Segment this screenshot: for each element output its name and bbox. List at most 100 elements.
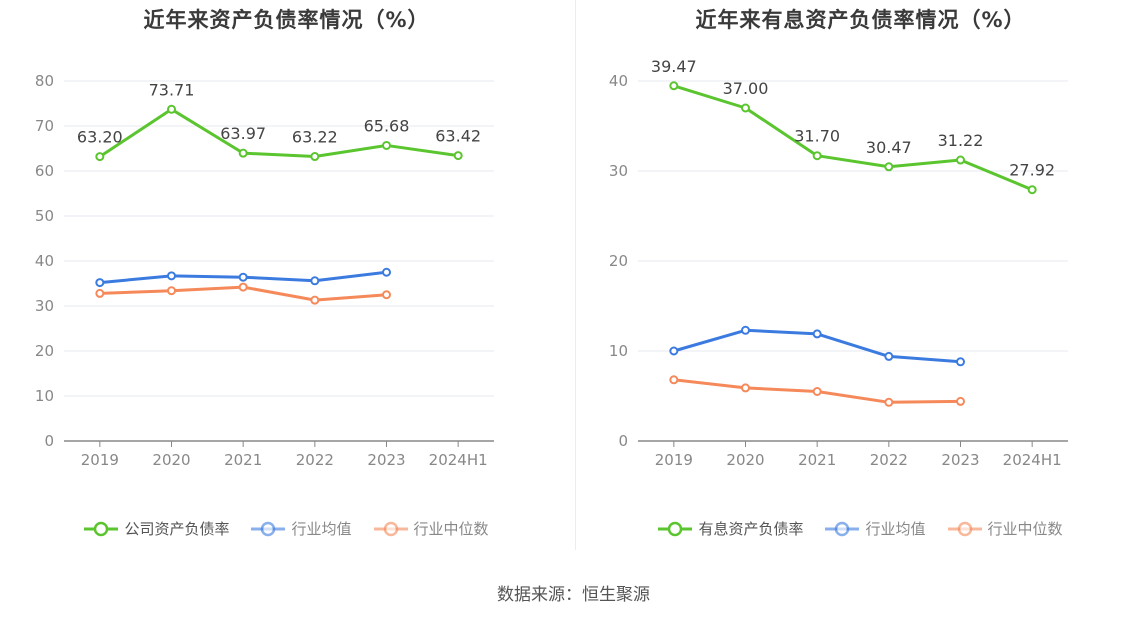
data-label: 63.20 (77, 128, 123, 147)
data-point (669, 81, 679, 91)
series-line (99, 107, 459, 159)
data-point (382, 267, 391, 277)
left-chart-panel: 近年来资产负债率情况（%） 0 10 20 30 40 50 60 70 80 2019 2020 2… (0, 0, 573, 560)
data-point (238, 148, 248, 158)
y-tick-label: 40 (609, 72, 628, 90)
chart-plot-area: 0 10 20 30 40 50 60 70 80 2019 2020 2021 2022 2023 202… (35, 72, 494, 469)
legend-line-marker-icon (947, 521, 982, 536)
y-tick-label: 50 (35, 207, 54, 225)
x-tick-label: 2024H1 (1003, 451, 1062, 469)
x-tick-label: 2023 (941, 451, 979, 469)
data-point (167, 271, 176, 281)
legend-item[interactable]: 有息资产负债率 (658, 518, 803, 539)
series-line (673, 84, 1033, 192)
data-point (812, 151, 822, 161)
data-point (167, 286, 176, 296)
y-tick-label: 30 (35, 297, 54, 315)
data-point (812, 387, 822, 396)
data-label: 39.47 (651, 57, 697, 76)
data-point (95, 152, 105, 162)
legend-label: 有息资产负债率 (698, 520, 804, 538)
data-point (167, 104, 176, 114)
y-tick-label: 10 (609, 342, 628, 360)
legend-line-marker-icon (251, 521, 286, 536)
data-point (238, 282, 248, 292)
y-tick-label: 0 (44, 432, 54, 450)
data-point (812, 329, 822, 339)
legend-line-marker-icon (658, 521, 693, 536)
data-point (956, 155, 965, 165)
chart-title: 近年来有息资产负债率情况（%） (695, 8, 1026, 32)
legend-label: 行业中位数 (413, 520, 489, 538)
data-label: 63.42 (435, 127, 481, 146)
legend-item[interactable]: 公司资产负债率 (84, 518, 229, 539)
x-tick-label: 2019 (81, 451, 119, 469)
legend-label: 行业均值 (865, 520, 926, 538)
data-point (956, 396, 965, 406)
x-tick-label: 2020 (726, 451, 764, 469)
y-tick-label: 70 (35, 117, 54, 135)
legend-line-marker-icon (373, 521, 408, 536)
data-point (310, 152, 320, 162)
data-label: 63.97 (220, 124, 266, 143)
data-point (95, 278, 105, 288)
y-tick-label: 60 (35, 162, 54, 180)
data-point (382, 290, 391, 300)
legend-item[interactable]: 行业中位数 (947, 518, 1063, 539)
legend-label: 行业均值 (291, 520, 352, 538)
y-tick-label: 40 (35, 252, 54, 270)
data-point (382, 140, 391, 150)
legend-item[interactable]: 行业均值 (825, 518, 926, 539)
chart-legend: 公司资产负债率 行业均值 行业中位数 (0, 518, 573, 539)
data-point (310, 295, 320, 305)
y-tick-label: 30 (609, 162, 628, 180)
data-point (956, 357, 965, 367)
data-point (741, 103, 750, 113)
data-point (884, 351, 894, 361)
y-tick-label: 0 (618, 432, 628, 450)
data-point (238, 272, 248, 282)
panel-divider (575, 0, 576, 550)
legend-line-marker-icon (84, 521, 119, 536)
legend-item[interactable]: 行业中位数 (373, 518, 489, 539)
data-point (669, 346, 679, 356)
x-tick-label: 2019 (655, 451, 693, 469)
y-tick-label: 80 (35, 72, 54, 90)
y-tick-label: 20 (35, 342, 54, 360)
data-point (95, 288, 105, 298)
chart-plot-area: 0 10 20 30 40 2019 2020 2021 2022 2023 2024H1 39.47… (609, 57, 1068, 469)
data-point (453, 151, 463, 161)
data-source-note: 数据来源：恒生聚源 (497, 585, 650, 605)
data-point (741, 325, 750, 335)
data-label: 37.00 (723, 79, 769, 98)
data-point (741, 383, 750, 393)
x-tick-label: 2021 (224, 451, 262, 469)
x-tick-label: 2022 (296, 451, 334, 469)
data-label: 65.68 (364, 116, 410, 135)
y-tick-label: 10 (35, 387, 54, 405)
data-point (884, 162, 894, 172)
data-point (310, 276, 320, 286)
y-tick-label: 20 (609, 252, 628, 270)
legend-item[interactable]: 行业均值 (251, 518, 352, 539)
x-tick-label: 2020 (152, 451, 190, 469)
data-point (1027, 185, 1037, 195)
data-label: 73.71 (149, 80, 195, 99)
legend-label: 公司资产负债率 (124, 520, 230, 538)
data-point (884, 397, 894, 407)
legend-line-marker-icon (825, 521, 860, 536)
chart-title: 近年来资产负债率情况（%） (143, 8, 430, 32)
data-label: 30.47 (866, 138, 912, 157)
chart-legend: 有息资产负债率 行业均值 行业中位数 (574, 518, 1147, 539)
legend-label: 行业中位数 (987, 520, 1063, 538)
data-point (669, 375, 679, 385)
right-chart-panel: 近年来有息资产负债率情况（%） 0 10 20 30 40 2019 2020 2021 202… (574, 0, 1147, 560)
x-tick-label: 2023 (367, 451, 405, 469)
x-tick-label: 2024H1 (429, 451, 488, 469)
data-label: 31.70 (794, 127, 840, 146)
data-label: 63.22 (292, 128, 338, 147)
x-tick-label: 2022 (870, 451, 908, 469)
x-tick-label: 2021 (798, 451, 836, 469)
data-label: 31.22 (938, 131, 984, 150)
data-label: 27.92 (1009, 161, 1055, 180)
